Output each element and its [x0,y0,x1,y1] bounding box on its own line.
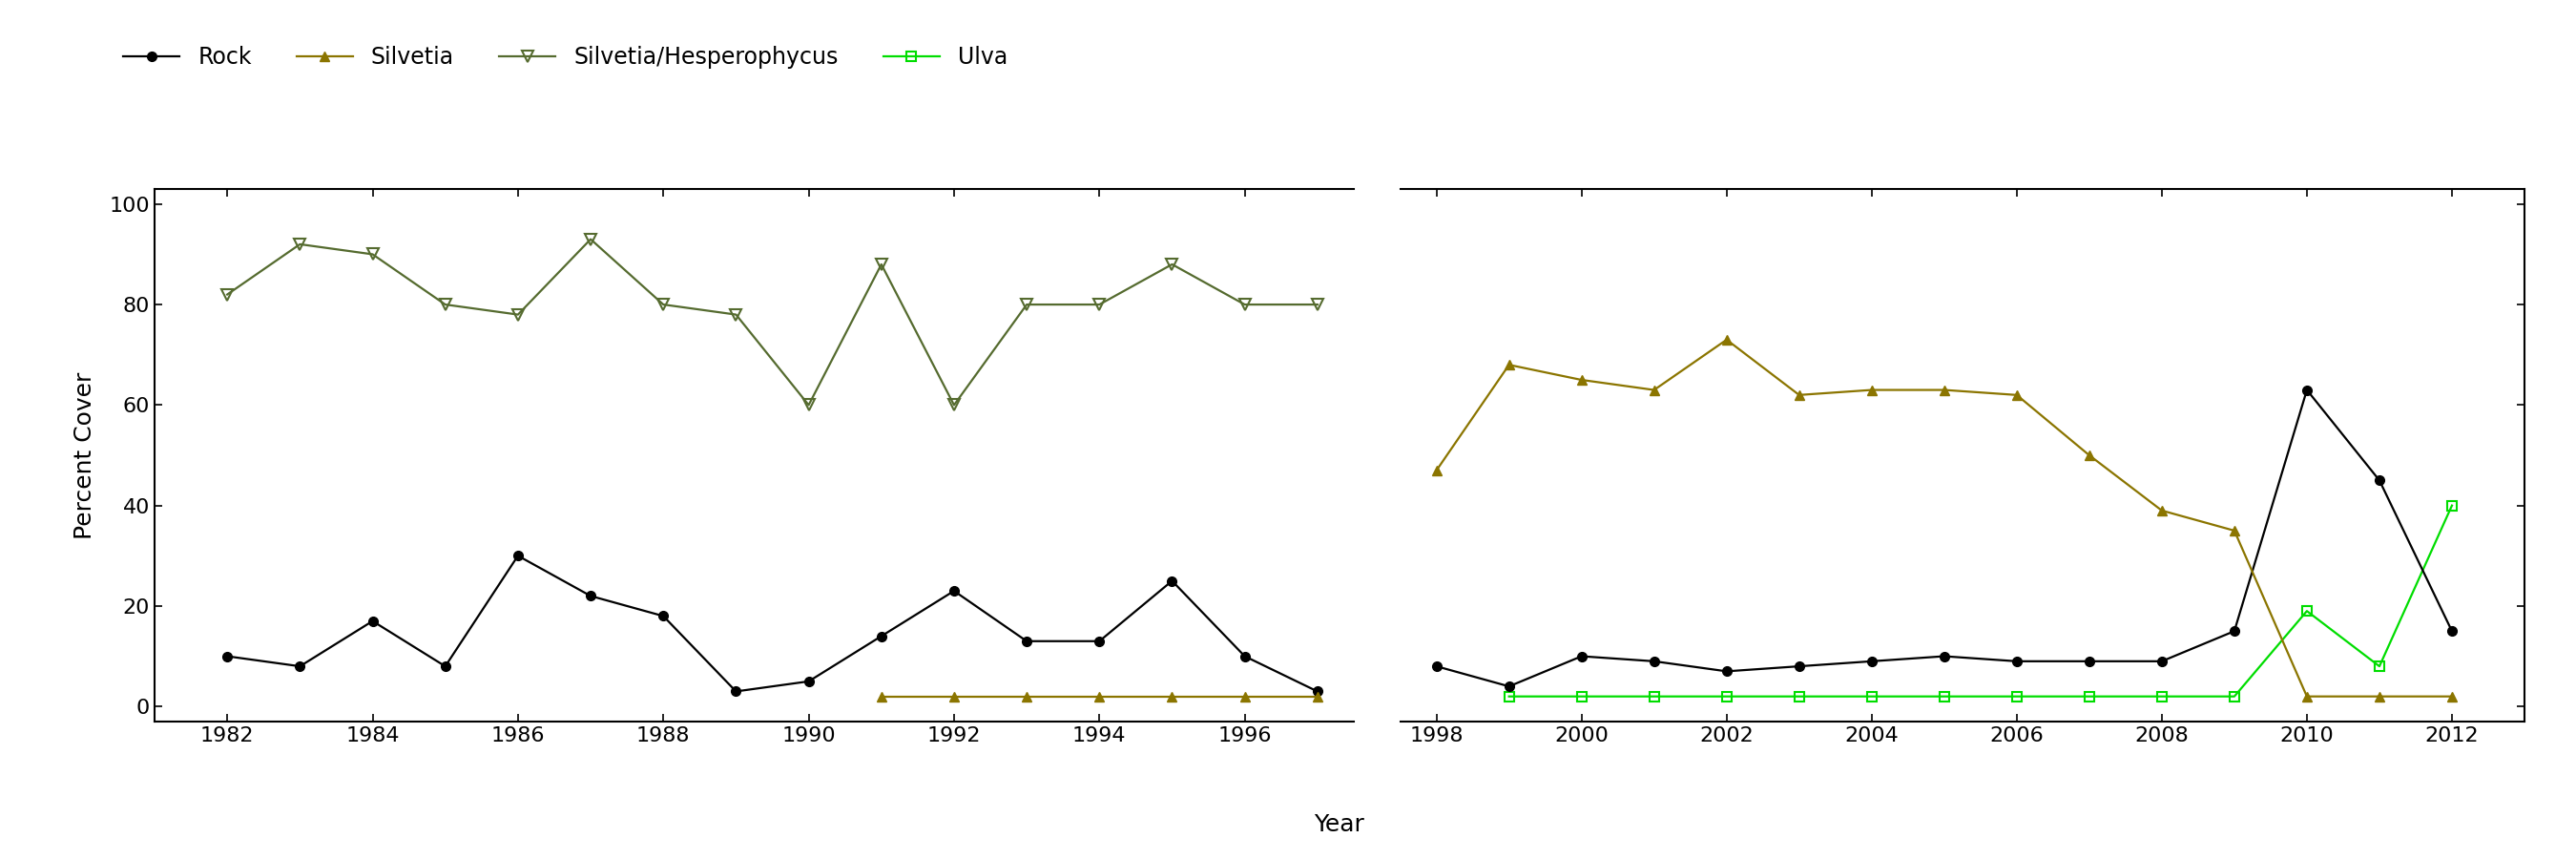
Legend: Rock, Silvetia, Silvetia/Hesperophycus, Ulva: Rock, Silvetia, Silvetia/Hesperophycus, … [113,37,1018,78]
Y-axis label: Percent Cover: Percent Cover [72,372,95,539]
Text: Year: Year [1314,813,1365,836]
